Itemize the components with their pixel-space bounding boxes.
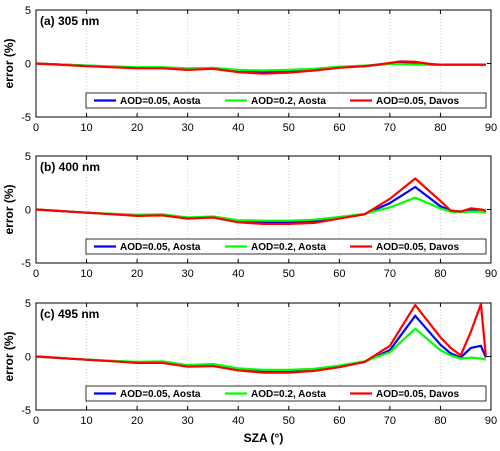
x-axis-label: SZA (°) (244, 431, 284, 445)
y-axis-label: error (%) (2, 38, 16, 88)
x-tick-label: 90 (485, 415, 497, 427)
y-axis-label: error (%) (2, 184, 16, 234)
x-tick-label: 40 (232, 122, 244, 134)
y-tick-label: 5 (25, 5, 31, 17)
y-tick-label: -5 (21, 405, 31, 417)
x-tick-label: 10 (80, 415, 92, 427)
x-tick-label: 60 (333, 415, 345, 427)
x-tick-label: 0 (33, 415, 39, 427)
y-tick-label: 0 (25, 205, 31, 217)
legend-box (85, 385, 487, 402)
legend-label: AOD=0.05, Aosta (120, 389, 201, 400)
x-tick-label: 50 (283, 268, 295, 280)
x-tick-label: 0 (33, 268, 39, 280)
x-tick-label: 90 (485, 268, 497, 280)
x-tick-label: 70 (384, 122, 396, 134)
series-line-2 (36, 196, 487, 222)
x-tick-label: 60 (333, 122, 345, 134)
x-tick-label: 50 (283, 415, 295, 427)
legend-label: AOD=0.2, Aosta (251, 242, 326, 253)
legend-label: AOD=0.2, Aosta (251, 96, 326, 107)
legend-label: AOD=0.2, Aosta (251, 389, 326, 400)
y-axis-label: error (%) (2, 331, 16, 381)
y-tick-label: 5 (25, 151, 31, 163)
y-tick-label: -5 (21, 112, 31, 124)
x-tick-label: 30 (182, 415, 194, 427)
legend-box (85, 238, 487, 255)
legend-label: AOD=0.05, Aosta (120, 242, 201, 253)
legend-label: AOD=0.05, Davos (376, 389, 460, 400)
y-tick-label: 0 (25, 59, 31, 71)
x-tick-label: 10 (80, 122, 92, 134)
y-tick-label: -5 (21, 258, 31, 270)
x-tick-label: 70 (384, 268, 396, 280)
series-line-1 (36, 314, 487, 373)
x-tick-label: 20 (131, 122, 143, 134)
legend-label: AOD=0.05, Davos (376, 242, 460, 253)
y-tick-label: 5 (25, 298, 31, 310)
series-line-3 (36, 60, 486, 75)
y-tick-label: 0 (25, 352, 31, 364)
x-tick-label: 50 (283, 122, 295, 134)
x-tick-label: 70 (384, 415, 396, 427)
x-tick-label: 40 (232, 415, 244, 427)
x-tick-label: 30 (182, 122, 194, 134)
x-tick-label: 20 (131, 268, 143, 280)
series-line-3 (36, 303, 487, 374)
x-tick-label: 80 (434, 122, 446, 134)
x-tick-label: 60 (333, 268, 345, 280)
x-tick-label: 20 (131, 415, 143, 427)
panel-title: (c) 495 nm (40, 307, 99, 321)
series-line-3 (36, 177, 487, 225)
x-tick-label: 80 (434, 268, 446, 280)
series-line-2 (36, 327, 487, 371)
x-tick-label: 0 (33, 122, 39, 134)
x-tick-label: 90 (485, 122, 497, 134)
x-tick-label: 30 (182, 268, 194, 280)
panel-title: (b) 400 nm (40, 160, 100, 174)
legend-label: AOD=0.05, Aosta (120, 96, 201, 107)
x-tick-label: 80 (434, 415, 446, 427)
legend-label: AOD=0.05, Davos (376, 96, 460, 107)
panel-title: (a) 305 nm (40, 14, 99, 28)
series-line-1 (36, 185, 487, 224)
x-tick-label: 10 (80, 268, 92, 280)
legend-box (85, 92, 487, 109)
x-tick-label: 40 (232, 268, 244, 280)
